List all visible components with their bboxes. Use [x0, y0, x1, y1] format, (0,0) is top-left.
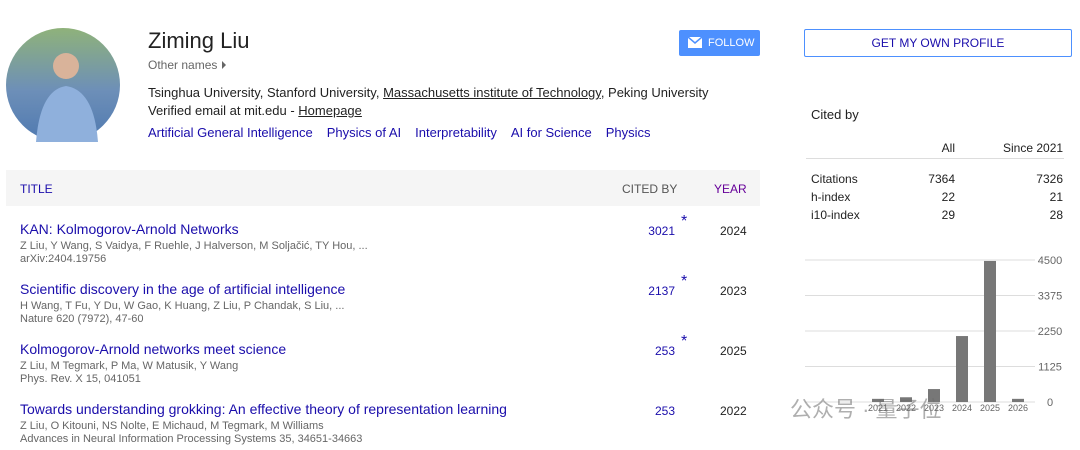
cited-by-count[interactable]: 253: [654, 404, 675, 418]
paper-title[interactable]: Kolmogorov-Arnold networks meet science: [20, 341, 287, 357]
x-tick-label: 2021: [868, 403, 888, 413]
paper-venue: Nature 620 (7972), 47-60: [20, 313, 144, 325]
citation-chart: 0 1125 2250 3375 4500 2021 2022 2023 2024 2025 202…: [805, 255, 1062, 413]
metric-all: 22: [941, 190, 955, 204]
caret: [221, 61, 226, 69]
follow-button[interactable]: FOLLOW: [679, 30, 760, 56]
profile-name: Ziming Liu: [148, 28, 250, 53]
interest-link[interactable]: Interpretability: [415, 125, 497, 140]
merged-star: *: [681, 273, 688, 290]
metric-since: 21: [1049, 190, 1063, 204]
bar: [900, 397, 912, 402]
paper-year: 2023: [720, 284, 747, 298]
other-names-text[interactable]: Other names: [148, 58, 218, 72]
header-title[interactable]: TITLE: [20, 182, 53, 196]
interest-link[interactable]: Physics: [605, 125, 651, 140]
paper-year: 2022: [720, 404, 747, 418]
column-all: All: [941, 141, 955, 155]
interest-link[interactable]: Artificial General Intelligence: [148, 125, 313, 140]
paper-venue: Phys. Rev. X 15, 041051: [20, 373, 141, 385]
x-tick-label: 2025: [980, 403, 1000, 413]
y-tick-label: 1125: [1038, 362, 1062, 374]
metric-all: 7364: [928, 172, 955, 186]
cited-by-count[interactable]: 253: [654, 344, 675, 358]
own-profile-button[interactable]: GET MY OWN PROFILE: [804, 29, 1072, 57]
metric-name: Citations: [811, 172, 858, 186]
bar: [928, 389, 940, 402]
paper-year: 2024: [720, 224, 747, 238]
interest-link[interactable]: Physics of AI: [326, 125, 402, 140]
affiliation-text: Tsinghua University, Stanford University…: [148, 85, 384, 100]
verified-email: Verified email at mit.edu -: [148, 103, 299, 118]
bar: [872, 398, 884, 402]
metric-name: h-index: [811, 190, 851, 204]
cited-by-count[interactable]: 3021: [648, 224, 675, 238]
other-names[interactable]: Other names: [148, 58, 227, 72]
paper-venue: arXiv:2404.19756: [20, 253, 107, 265]
email-line: Verified email at mit.edu - Homepage: [148, 103, 362, 118]
table-header: [6, 170, 760, 206]
merged-star: *: [681, 333, 688, 350]
header-cited-by[interactable]: CITED BY: [622, 182, 678, 196]
paper-year: 2025: [720, 344, 747, 358]
paper-authors: Z Liu, Y Wang, S Vaidya, F Ruehle, J Hal…: [20, 240, 368, 252]
column-since: Since 2021: [1003, 141, 1064, 155]
paper-authors: H Wang, T Fu, Y Du, W Gao, K Huang, Z Li…: [20, 300, 345, 312]
metric-since: 28: [1049, 208, 1063, 222]
metric-since: 7326: [1036, 172, 1063, 186]
paper-authors: Z Liu, O Kitouni, NS Nolte, E Michaud, M…: [20, 420, 324, 432]
paper-title[interactable]: Towards understanding grokking: An effec…: [20, 401, 507, 417]
cited-by-count[interactable]: 2137: [648, 284, 675, 298]
follow-label[interactable]: FOLLOW: [708, 37, 755, 49]
y-tick-label: 3375: [1038, 291, 1062, 303]
watermark: 公众号 · 量子位: [790, 397, 942, 422]
merged-star: *: [681, 213, 688, 230]
mail-icon: [688, 37, 703, 48]
paper-title[interactable]: Scientific discovery in the age of artif…: [20, 281, 346, 297]
affiliation-text: , Peking University: [600, 85, 709, 100]
affiliation-link[interactable]: Massachusetts institute of Technology: [383, 85, 601, 100]
metric-all: 29: [941, 208, 955, 222]
bar: [1012, 398, 1024, 402]
cited-by-title: Cited by: [811, 107, 859, 122]
divider: [806, 158, 1064, 159]
homepage-link[interactable]: Homepage: [298, 103, 362, 118]
x-tick-label: 2022: [896, 403, 916, 413]
avatar: [6, 28, 120, 142]
interests: Artificial General Intelligence Physics o…: [148, 125, 665, 140]
header-year[interactable]: YEAR: [714, 182, 747, 196]
paper-authors: Z Liu, M Tegmark, P Ma, W Matusik, Y Wan…: [20, 360, 239, 372]
paper-venue: Advances in Neural Information Processin…: [20, 433, 363, 445]
x-tick-label: 2026: [1008, 403, 1028, 413]
y-tick-label: 0: [1047, 397, 1053, 409]
y-tick-label: 2250: [1038, 326, 1062, 338]
interest-link[interactable]: AI for Science: [510, 125, 592, 140]
paper-title[interactable]: KAN: Kolmogorov-Arnold Networks: [20, 221, 239, 237]
metric-name: i10-index: [811, 208, 860, 222]
affiliation: Tsinghua University, Stanford University…: [148, 85, 708, 100]
x-tick-label: 2024: [952, 403, 972, 413]
y-tick-label: 4500: [1038, 255, 1062, 267]
bar: [956, 336, 968, 402]
bar: [984, 260, 996, 402]
x-tick-label: 2023: [924, 403, 944, 413]
